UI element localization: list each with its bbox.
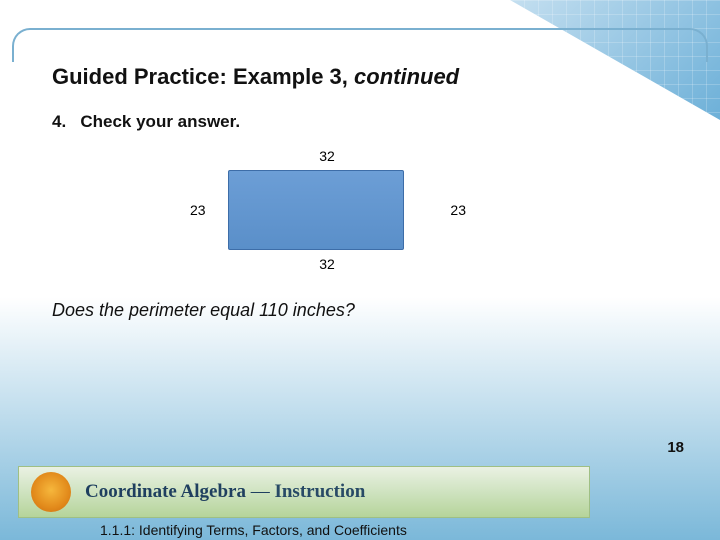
title-prefix: Guided Practice: Example 3, — [52, 64, 354, 89]
brand-main: Coordinate Algebra — [85, 481, 246, 502]
dim-right: 23 — [450, 202, 466, 218]
sun-icon — [31, 472, 71, 512]
title-italic: continued — [354, 64, 459, 89]
slide-title: Guided Practice: Example 3, continued — [52, 64, 459, 90]
slide-frame — [12, 28, 708, 62]
slide-number: 18 — [667, 439, 684, 456]
step-heading: 4. Check your answer. — [52, 112, 240, 132]
question-text: Does the perimeter equal 110 inches? — [52, 300, 355, 321]
section-reference: 1.1.1: Identifying Terms, Factors, and C… — [100, 522, 407, 538]
dim-top: 32 — [192, 148, 462, 164]
footer-logo — [25, 470, 77, 514]
footer-brand: Coordinate Algebra — Instruction — [85, 481, 365, 503]
rectangle-diagram: 32 23 23 32 — [192, 148, 462, 272]
step-number: 4. — [52, 112, 66, 131]
brand-sep: — — [246, 481, 275, 502]
dim-bottom: 32 — [192, 256, 462, 272]
rectangle-shape — [228, 170, 404, 250]
brand-sub: Instruction — [274, 481, 365, 502]
dim-left: 23 — [190, 202, 206, 218]
step-text: Check your answer. — [80, 112, 240, 131]
footer-band: Coordinate Algebra — Instruction — [18, 466, 590, 518]
